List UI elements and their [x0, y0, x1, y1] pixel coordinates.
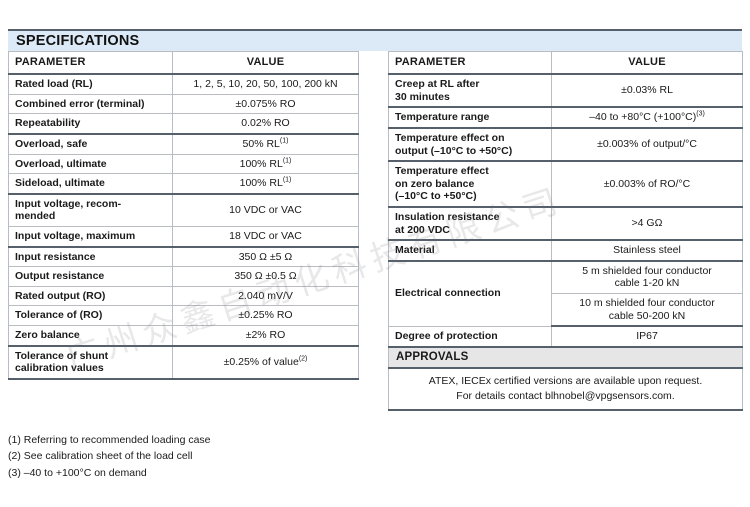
footnote-marker: (1)	[279, 137, 289, 145]
approvals-body-row: ATEX, IECEx certified versions are avail…	[388, 367, 743, 411]
table-row: Tolerance of (RO) ±0.25% RO	[8, 305, 359, 326]
row-value-creep-at-rl: ±0.03% RL	[551, 73, 743, 109]
row-value-electrical-connection-1: 5 m shielded four conductor cable 1-20 kN	[551, 260, 743, 294]
row-value-rated-output: 2.040 mV/V	[172, 285, 359, 307]
row-label-creep-at-rl: Creep at RL after 30 minutes	[388, 73, 552, 109]
footnote-1: (1) Referring to recommended loading cas…	[8, 434, 211, 446]
row-value-input-voltage-maximum: 18 VDC or VAC	[172, 225, 359, 248]
row-label-combined-error: Combined error (terminal)	[8, 93, 173, 115]
row-label-temperature-range: Temperature range	[388, 106, 552, 129]
row-value-temperature-effect-output: ±0.003% of output/°C	[551, 127, 743, 163]
value-text: 100% RL	[239, 177, 283, 190]
table-header-row: PARAMETER VALUE	[388, 51, 743, 76]
row-label-material: Material	[388, 239, 552, 262]
column-header-value: VALUE	[551, 51, 743, 76]
row-value-rated-load: 1, 2, 5, 10, 20, 50, 100, 200 kN	[172, 73, 359, 95]
row-value-degree-of-protection: IP67	[551, 325, 743, 348]
row-value-combined-error: ±0.075% RO	[172, 93, 359, 115]
specifications-header-band: SPECIFICATIONS	[8, 29, 742, 51]
table-row: Input voltage, recom-mended 10 VDC or VA…	[8, 193, 359, 227]
row-label-repeatability: Repeatability	[8, 113, 173, 135]
row-value-sideload-ultimate: 100% RL(1)	[172, 173, 359, 195]
row-label-rated-load: Rated load (RL)	[8, 73, 173, 95]
row-label-temperature-effect-output: Temperature effect on output (–10°C to +5…	[388, 127, 552, 163]
column-header-parameter: PARAMETER	[8, 51, 173, 76]
row-label-degree-of-protection: Degree of protection	[388, 325, 552, 348]
table-row: Tolerance of shunt calibration values ±0.…	[8, 344, 359, 380]
table-row: Sideload, ultimate 100% RL(1)	[8, 173, 359, 195]
row-value-output-resistance: 350 Ω ±0.5 Ω	[172, 266, 359, 287]
specifications-table-left: PARAMETER VALUE Rated load (RL) 1, 2, 5,…	[8, 51, 359, 380]
row-value-tolerance-shunt-calibration: ±0.25% of value(2)	[172, 344, 359, 380]
table-row: Temperature range –40 to +80°C (+100°C)(…	[388, 106, 743, 129]
row-label-input-voltage-maximum: Input voltage, maximum	[8, 225, 173, 248]
row-label-output-resistance: Output resistance	[8, 266, 173, 287]
table-row: Zero balance ±2% RO	[8, 324, 359, 347]
table-row: Creep at RL after 30 minutes ±0.03% RL	[388, 73, 743, 109]
footnote-marker: (3)	[696, 110, 705, 118]
table-row: Combined error (terminal) ±0.075% RO	[8, 93, 359, 115]
row-label-input-voltage-recommended: Input voltage, recom-mended	[8, 193, 173, 227]
row-value-insulation-resistance: >4 GΩ	[551, 206, 743, 242]
table-row: Output resistance 350 Ω ±0.5 Ω	[8, 266, 359, 287]
column-header-parameter: PARAMETER	[388, 51, 552, 76]
row-label-zero-balance: Zero balance	[8, 324, 173, 347]
row-value-electrical-connection-2: 10 m shielded four conductor cable 50-200…	[551, 292, 743, 328]
approvals-header-row: APPROVALS	[388, 346, 743, 370]
row-value-temperature-range: –40 to +80°C (+100°C)(3)	[551, 106, 743, 129]
value-text: –40 to +80°C (+100°C)	[589, 111, 697, 124]
specifications-table-right: PARAMETER VALUE Creep at RL after 30 minu…	[388, 51, 743, 411]
row-label-rated-output: Rated output (RO)	[8, 285, 173, 307]
table-row: Insulation resistance at 200 VDC >4 GΩ	[388, 206, 743, 242]
table-row: Temperature effect on zero balance (–10°C …	[388, 160, 743, 208]
table-row: Overload, ultimate 100% RL(1)	[8, 153, 359, 175]
row-value-tolerance-of-ro: ±0.25% RO	[172, 305, 359, 326]
footnote-marker: (1)	[282, 176, 292, 184]
row-value-overload-safe: 50% RL(1)	[172, 133, 359, 155]
approvals-text: ATEX, IECEx certified versions are avail…	[388, 367, 743, 411]
row-label-insulation-resistance: Insulation resistance at 200 VDC	[388, 206, 552, 242]
row-label-tolerance-of-ro: Tolerance of (RO)	[8, 305, 173, 326]
table-row: Electrical connection 5 m shielded four …	[388, 260, 743, 327]
footnote-marker: (2)	[298, 355, 308, 363]
table-row: Rated output (RO) 2.040 mV/V	[8, 285, 359, 307]
table-row: Input voltage, maximum 18 VDC or VAC	[8, 225, 359, 248]
column-header-value: VALUE	[172, 51, 359, 76]
table-row: 10 m shielded four conductor cable 50-200…	[389, 292, 743, 328]
row-label-overload-ultimate: Overload, ultimate	[8, 153, 173, 175]
page-title: SPECIFICATIONS	[16, 33, 140, 49]
row-value-zero-balance: ±2% RO	[172, 324, 359, 347]
value-text: 50% RL	[242, 137, 280, 150]
row-value-input-voltage-recommended: 10 VDC or VAC	[172, 193, 359, 227]
row-value-overload-ultimate: 100% RL(1)	[172, 153, 359, 175]
table-row: Repeatability 0.02% RO	[8, 113, 359, 135]
row-value-temperature-effect-zero-balance: ±0.003% of RO/°C	[551, 160, 743, 208]
table-row: Temperature effect on output (–10°C to +5…	[388, 127, 743, 163]
row-label-temperature-effect-zero-balance: Temperature effect on zero balance (–10°C …	[388, 160, 552, 208]
table-row: Rated load (RL) 1, 2, 5, 10, 20, 50, 100…	[8, 73, 359, 95]
value-text: ±0.25% of value	[223, 355, 299, 368]
table-row: Input resistance 350 Ω ±5 Ω	[8, 246, 359, 268]
table-row: Degree of protection IP67	[388, 325, 743, 348]
table-row: Material Stainless steel	[388, 239, 743, 262]
row-value-material: Stainless steel	[551, 239, 743, 262]
row-label-overload-safe: Overload, safe	[8, 133, 173, 155]
table-header-row: PARAMETER VALUE	[8, 51, 359, 76]
footnotes: (1) Referring to recommended loading cas…	[8, 432, 211, 481]
footnote-2: (2) See calibration sheet of the load ce…	[8, 450, 193, 463]
footnote-3: (3) –40 to +100°C on demand	[8, 466, 147, 479]
row-label-sideload-ultimate: Sideload, ultimate	[8, 173, 173, 195]
row-label-tolerance-shunt-calibration: Tolerance of shunt calibration values	[8, 344, 173, 380]
table-row: Overload, safe 50% RL(1)	[8, 133, 359, 155]
row-label-input-resistance: Input resistance	[8, 246, 173, 268]
approvals-title: APPROVALS	[388, 346, 743, 370]
row-value-repeatability: 0.02% RO	[172, 113, 359, 135]
footnote-marker: (1)	[282, 157, 292, 165]
row-label-electrical-connection: Electrical connection	[388, 260, 552, 327]
value-text: 100% RL	[239, 157, 283, 170]
row-value-input-resistance: 350 Ω ±5 Ω	[172, 246, 359, 268]
